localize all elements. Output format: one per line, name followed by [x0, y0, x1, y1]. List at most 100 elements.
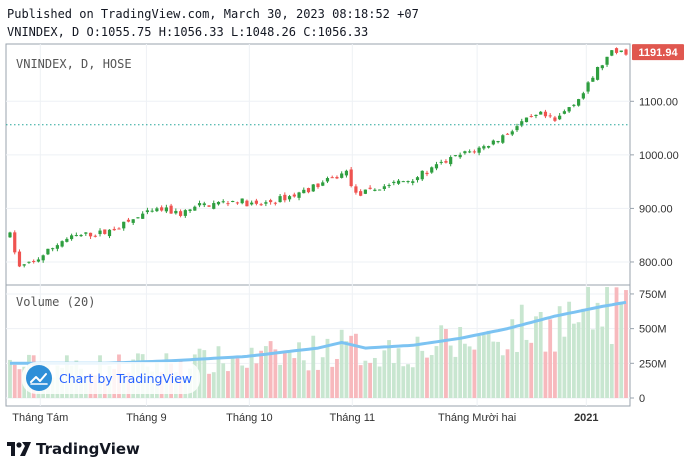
volume-bar	[453, 356, 458, 398]
candle-body	[354, 186, 358, 193]
volume-bar	[372, 357, 377, 398]
candle-body	[548, 115, 552, 117]
candle-body	[434, 164, 439, 169]
volume-bar	[415, 336, 420, 398]
volume-bar	[567, 301, 572, 398]
candle-body	[174, 210, 178, 214]
volume-bar	[496, 341, 500, 398]
candle-body	[387, 185, 391, 187]
volume-bar	[301, 360, 306, 398]
volume-bar	[524, 339, 529, 398]
time-tick-label: 2021	[574, 412, 598, 424]
candle-body	[486, 146, 491, 148]
candle-body	[160, 207, 164, 211]
volume-bar	[529, 342, 534, 398]
volume-bar	[306, 370, 311, 398]
candle-body	[600, 65, 604, 69]
volume-bar	[339, 329, 344, 398]
candle-body	[141, 213, 145, 219]
volume-bar	[278, 364, 282, 398]
candle-body	[392, 181, 396, 184]
volume-bar	[363, 360, 368, 398]
candle-body	[136, 217, 140, 219]
watermark-text: Chart by TradingView	[59, 370, 193, 386]
symbol-label: VNINDEX, D, HOSE	[16, 57, 132, 71]
candle-body	[245, 200, 249, 207]
published-header: Published on TradingView.com, March 30, …	[7, 7, 419, 21]
volume-bar	[420, 350, 425, 398]
volume-bar	[491, 341, 496, 398]
candle-body	[439, 161, 443, 163]
candle-body	[283, 194, 287, 201]
volume-bar	[448, 345, 453, 398]
volume-bar	[619, 301, 624, 398]
candle-body	[193, 206, 197, 211]
volume-bar	[548, 319, 553, 398]
volume-bar	[534, 316, 538, 398]
volume-bar	[344, 341, 349, 398]
candle-body	[349, 169, 353, 187]
volume-bar	[515, 351, 519, 398]
candle-body	[202, 203, 206, 206]
volume-bar	[562, 336, 567, 398]
candle-body	[444, 161, 448, 163]
tradingview-brand[interactable]: TradingView	[7, 440, 140, 458]
candle-body	[539, 111, 543, 115]
volume-bar	[221, 363, 226, 398]
candle-body	[572, 104, 576, 106]
candle-body	[70, 235, 74, 240]
tradingview-watermark[interactable]: Chart by TradingView	[22, 362, 201, 394]
candle-body	[610, 50, 614, 56]
candle-body	[586, 82, 590, 92]
candle-body	[188, 209, 192, 211]
volume-bar	[576, 322, 581, 398]
candle-body	[93, 235, 97, 237]
volume-bar	[382, 350, 387, 398]
candle-body	[311, 184, 315, 192]
volume-bar	[510, 319, 515, 398]
volume-bar	[259, 350, 264, 398]
candle-body	[122, 221, 126, 229]
volume-bar	[311, 335, 316, 398]
candle-body	[88, 232, 93, 237]
volume-bar	[211, 372, 216, 398]
candle-body	[458, 154, 462, 158]
volume-bar	[268, 341, 273, 398]
volume-bar	[245, 367, 249, 398]
candle-body	[27, 261, 31, 263]
candle-body	[510, 131, 514, 135]
candle-body	[477, 147, 481, 153]
volume-bar	[481, 334, 486, 398]
volume-bar	[462, 343, 467, 398]
volume-bar	[472, 349, 477, 398]
volume-bar	[543, 351, 548, 398]
volume-bar	[595, 302, 600, 398]
candle-body	[415, 177, 420, 181]
candle-body	[368, 187, 372, 189]
candle-body	[373, 189, 377, 191]
price-tick-label: 800.00	[639, 257, 673, 269]
candle-body	[183, 210, 187, 216]
candle-body	[8, 232, 12, 238]
volume-bar	[425, 357, 429, 398]
candle-body	[259, 204, 263, 206]
candle-body	[591, 77, 595, 82]
candle-body	[273, 202, 277, 204]
candle-body	[231, 200, 235, 202]
volume-bar	[605, 287, 609, 398]
candle-body	[32, 260, 36, 262]
volume-bar	[434, 346, 439, 398]
last-price-label: 1191.94	[638, 47, 678, 59]
candle-body	[534, 114, 538, 117]
volume-bar	[624, 290, 628, 398]
candle-body	[65, 238, 69, 242]
candle-body	[169, 205, 173, 214]
candle-body	[197, 203, 202, 206]
time-tick-label: Tháng Mười hai	[438, 412, 516, 424]
volume-bar	[17, 369, 22, 398]
candle-body	[321, 182, 325, 186]
candle-body	[505, 133, 510, 135]
candle-body	[325, 178, 330, 182]
volume-bar	[297, 342, 301, 398]
